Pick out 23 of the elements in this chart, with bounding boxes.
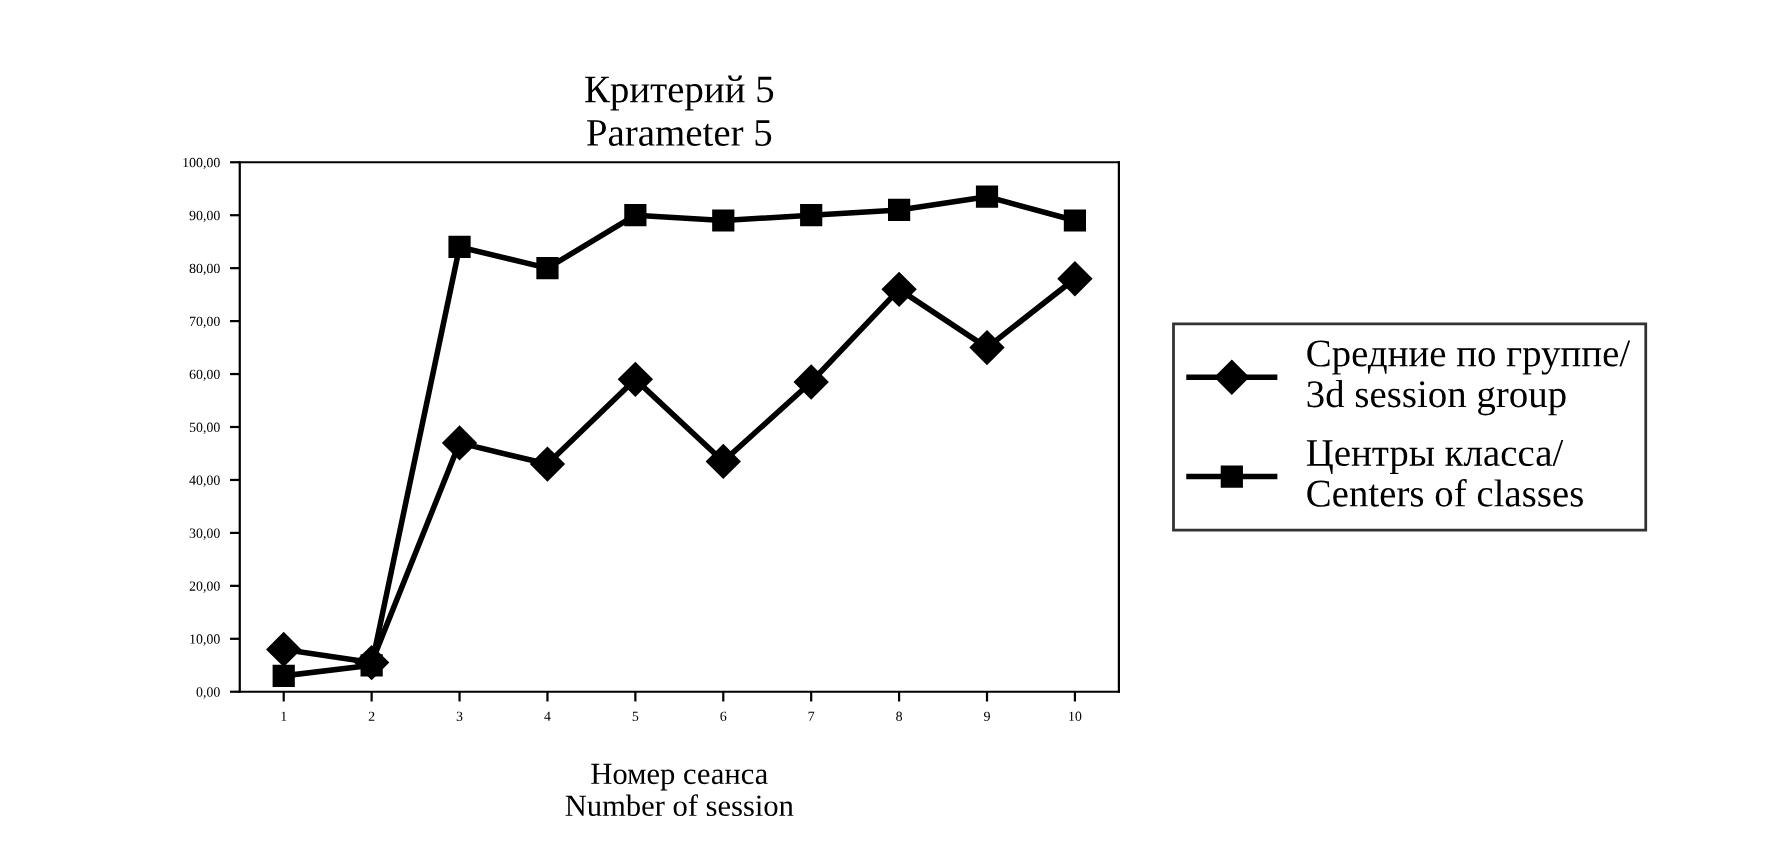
point	[448, 235, 471, 259]
point	[272, 664, 295, 687]
point	[800, 204, 823, 227]
point	[969, 330, 1005, 365]
point	[975, 185, 999, 208]
point	[1063, 209, 1087, 232]
point	[442, 425, 477, 460]
point	[354, 645, 389, 680]
x-axis-title: Номер сеанса Number of session	[565, 763, 794, 817]
point	[706, 444, 741, 479]
point	[1057, 261, 1093, 296]
point	[618, 362, 653, 397]
point	[794, 364, 829, 400]
point	[266, 632, 301, 667]
legend-label: Средние по группе/ 3d session group	[1307, 340, 1631, 416]
point	[536, 257, 559, 280]
legend-label: Центры класса/ Centers of classes	[1306, 440, 1583, 507]
point	[887, 198, 911, 222]
point	[530, 446, 565, 482]
point	[624, 204, 647, 227]
chart-title: Критерий 5 Parameter 5	[585, 75, 774, 146]
point	[712, 209, 735, 232]
point	[882, 272, 917, 307]
